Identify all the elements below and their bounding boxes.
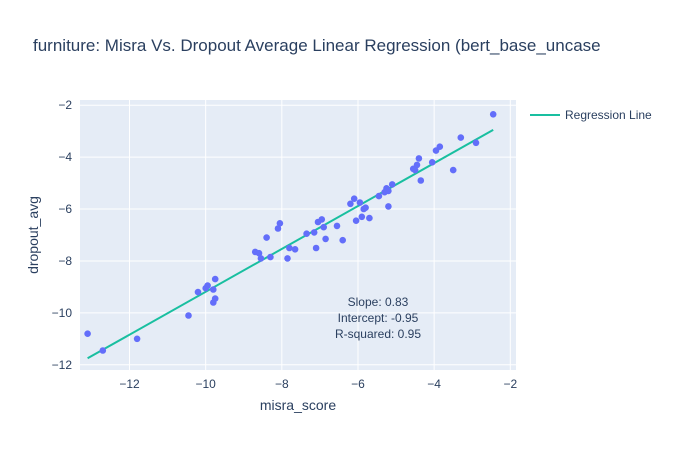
data-point (303, 230, 310, 237)
data-point (489, 111, 497, 118)
x-tick-label: −10 (195, 377, 216, 391)
data-point (291, 246, 299, 253)
data-point (358, 213, 366, 221)
y-tick-label: −10 (52, 306, 73, 320)
legend-label: Regression Line (565, 108, 652, 122)
data-point (267, 253, 274, 261)
x-tick-label: −2 (503, 377, 517, 391)
data-point (385, 203, 392, 210)
y-axis-ticks: −12 −10 −8 −6 −4 −2 (52, 98, 73, 372)
stats-annotation: Slope: 0.83 Intercept: -0.95 R-squared: … (335, 295, 421, 341)
data-point (185, 312, 192, 319)
data-point (133, 335, 141, 343)
data-point (411, 166, 419, 174)
data-point (263, 234, 270, 241)
data-point (347, 200, 354, 208)
data-point (255, 249, 263, 257)
data-point (436, 143, 444, 150)
data-point (356, 199, 364, 206)
regression-line (87, 129, 494, 360)
x-axis-title: misra_score (260, 397, 336, 413)
data-point (284, 255, 291, 262)
data-point (312, 244, 320, 252)
legend[interactable]: Regression Line (530, 108, 652, 122)
x-axis-ticks: −12 −10 −8 −6 −4 −2 (119, 377, 517, 391)
data-point (457, 134, 465, 141)
data-point (339, 236, 347, 244)
data-point (375, 192, 383, 200)
data-point (84, 330, 91, 338)
x-tick-label: −4 (427, 377, 441, 391)
data-point (449, 166, 457, 174)
intercept-annotation: Intercept: -0.95 (338, 311, 419, 325)
y-axis-title: dropout_avg (25, 196, 41, 274)
y-tick-label: −2 (58, 98, 72, 112)
data-point (333, 222, 341, 230)
data-point (322, 235, 329, 243)
scatter-points (84, 111, 497, 354)
data-point (99, 347, 107, 354)
data-point (366, 214, 373, 222)
regression-line-layer (87, 129, 494, 360)
data-point (276, 220, 284, 227)
x-tick-label: −12 (119, 377, 140, 391)
data-point (194, 288, 202, 296)
y-tick-label: −12 (52, 358, 73, 372)
data-point (211, 295, 219, 302)
data-point (318, 216, 326, 223)
data-point (257, 255, 265, 262)
r-squared-annotation: R-squared: 0.95 (335, 327, 421, 341)
data-point (286, 244, 293, 252)
data-point (210, 286, 217, 293)
slope-annotation: Slope: 0.83 (348, 295, 409, 309)
data-point (385, 187, 392, 195)
plot-area (80, 100, 516, 370)
data-point (211, 275, 219, 283)
data-point (362, 204, 369, 211)
data-point (415, 155, 423, 162)
data-point (274, 225, 282, 232)
y-tick-label: −4 (58, 150, 72, 164)
data-point (310, 229, 318, 236)
data-point (413, 161, 421, 169)
x-tick-label: −8 (275, 377, 289, 391)
x-tick-label: −6 (351, 377, 365, 391)
chart-title: furniture: Misra Vs. Dropout Average Lin… (33, 36, 601, 55)
data-point (350, 195, 358, 202)
data-point (428, 159, 436, 166)
data-point (417, 177, 425, 184)
data-point (320, 223, 328, 231)
data-point (472, 139, 480, 147)
data-point (388, 181, 396, 188)
y-tick-label: −8 (58, 254, 72, 268)
y-tick-label: −6 (58, 202, 72, 216)
data-point (352, 217, 360, 224)
data-point (204, 282, 211, 289)
